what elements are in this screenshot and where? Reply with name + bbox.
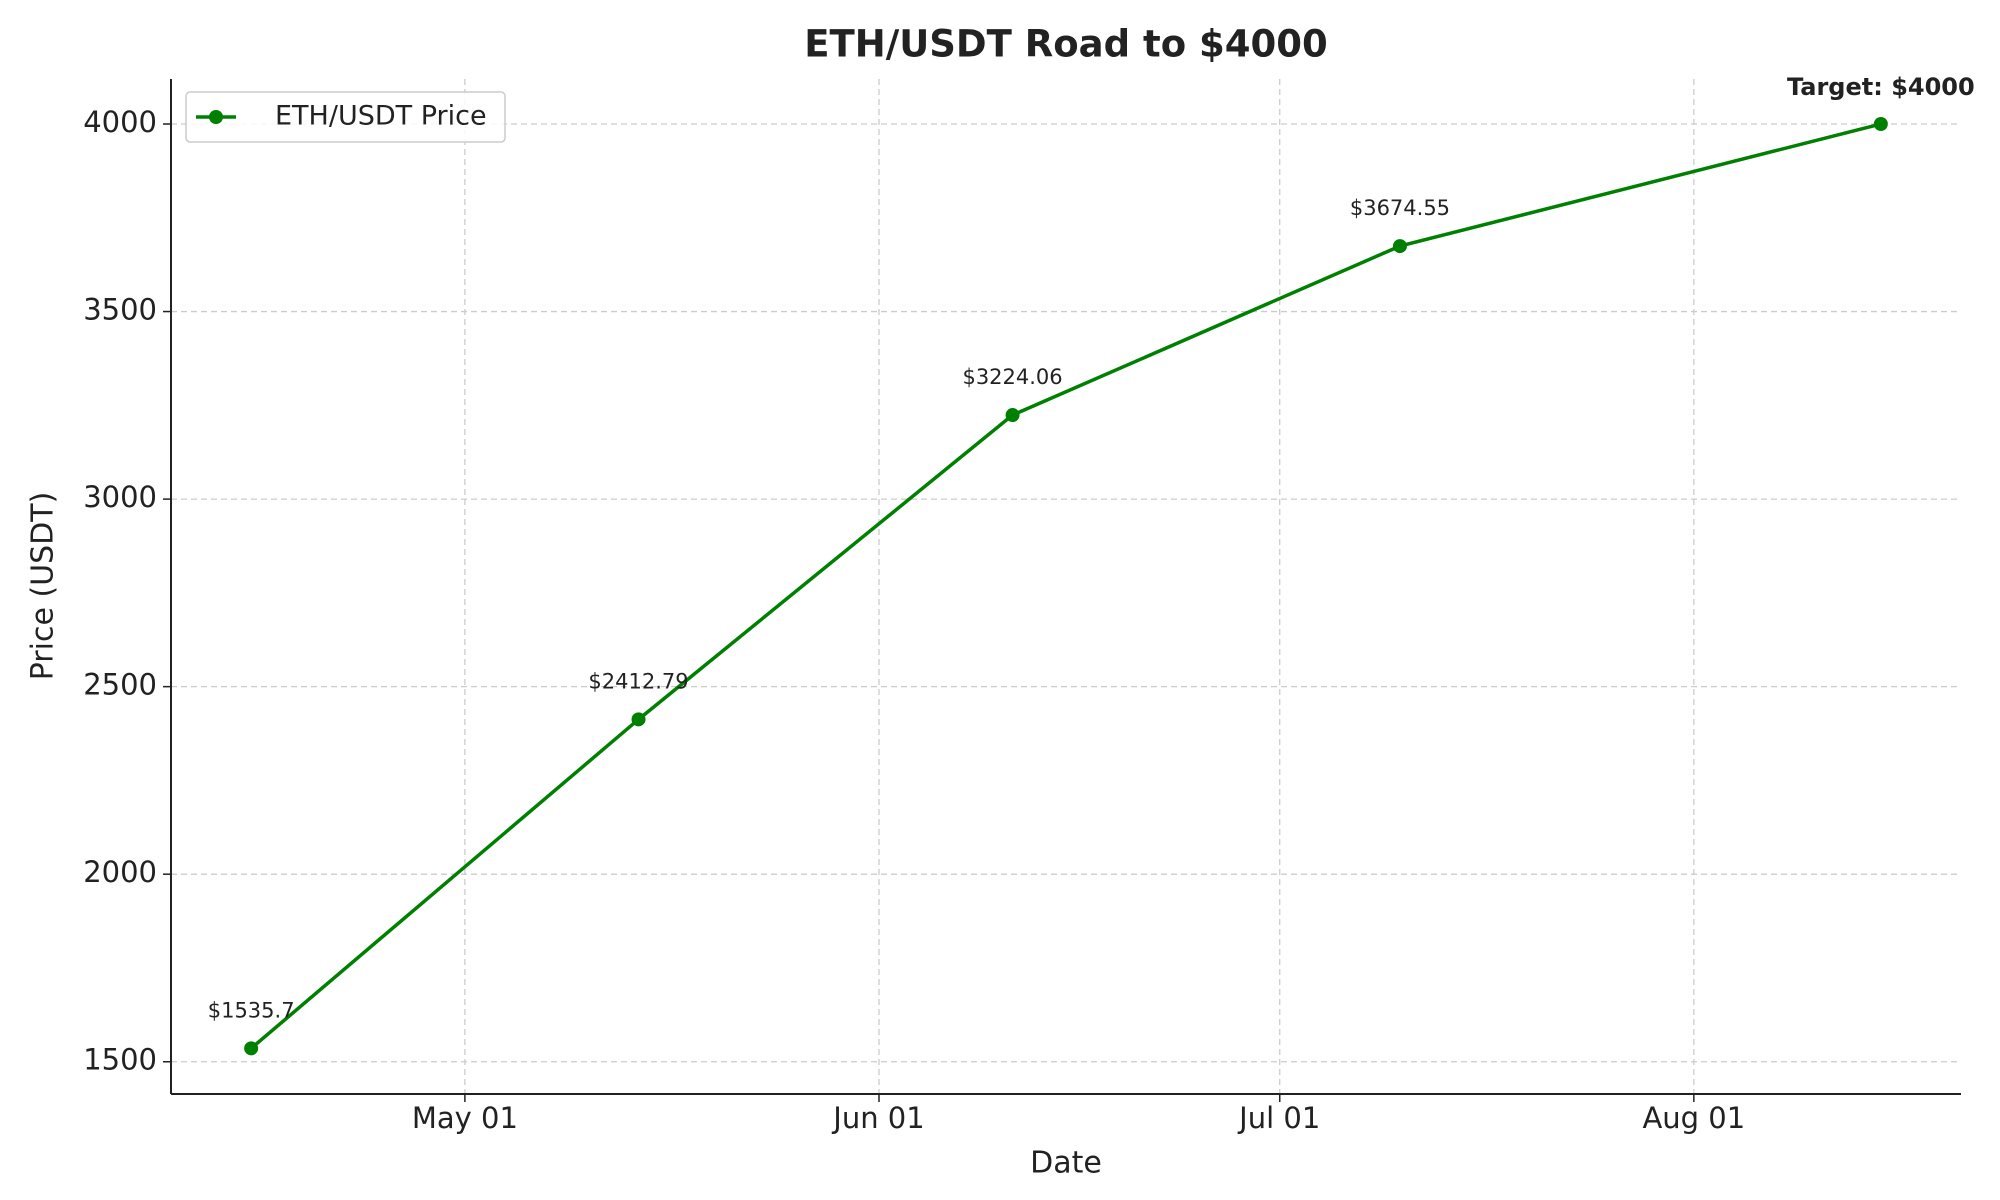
x-tick-label: Jun 01 (831, 1101, 924, 1135)
point (1873, 117, 1888, 132)
chart-title: ETH/USDT Road to $4000 (804, 23, 1327, 66)
point (1005, 408, 1020, 423)
y-tick-label: 3500 (83, 293, 157, 327)
legend-marker (209, 110, 223, 124)
point (1392, 239, 1407, 254)
price-line (250, 122, 1882, 1050)
x-axis-label: Date (1030, 1146, 1102, 1181)
point (244, 1041, 259, 1056)
y-tick-label: 3000 (83, 480, 157, 514)
target-annotation: Target: $4000 (1787, 73, 1975, 101)
point (631, 712, 646, 727)
value-label: $2412.79 (588, 669, 688, 693)
y-tick-label: 1500 (83, 1043, 157, 1077)
y-tick-label: 2500 (83, 668, 157, 702)
value-label: $1535.7 (208, 998, 295, 1022)
legend-label: ETH/USDT Price (275, 101, 487, 132)
value-label: $3224.06 (962, 365, 1062, 389)
y-tick-label: 4000 (83, 105, 157, 139)
legend-box (185, 91, 506, 143)
x-tick-label: May 01 (412, 1101, 518, 1135)
x-tick-label: Aug 01 (1642, 1101, 1745, 1135)
y-axis-label: Price (USDT) (26, 492, 61, 681)
y-tick-label: 2000 (83, 855, 157, 889)
x-tick-label: Jul 01 (1237, 1101, 1320, 1135)
value-label: $3674.55 (1350, 196, 1450, 220)
